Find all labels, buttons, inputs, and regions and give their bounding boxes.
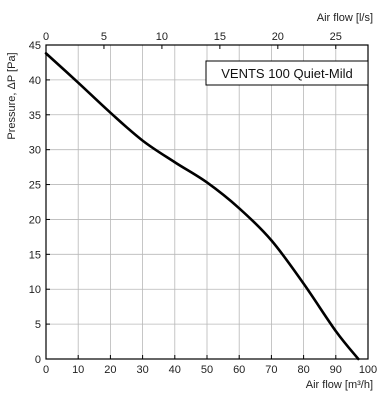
x-tick-label: 0 [43, 364, 49, 376]
y-tick-label: 20 [29, 214, 41, 226]
y-axis-label: Pressure, ΔP [Pa] [6, 52, 18, 139]
y-tick-label: 10 [29, 284, 41, 296]
y-tick-label: 25 [29, 180, 41, 192]
legend-box [205, 60, 369, 86]
y-tick-label: 0 [35, 354, 41, 366]
x-tick-label: 80 [297, 364, 309, 376]
grid [45, 44, 369, 360]
x-tick-label: 50 [201, 364, 213, 376]
x-tick-label: 100 [359, 364, 377, 376]
series-curve [44, 52, 360, 361]
x2-axis-label: Air flow [l/s] [317, 12, 373, 24]
x-tick-label: 60 [233, 364, 245, 376]
tick-labels: 0 10 20 30 40 50 60 70 80 90 100051015202530354045… [29, 31, 377, 376]
x2-tick-label: 0 [43, 31, 49, 43]
legend: VENTS 100 Quiet-Mild [205, 60, 369, 86]
x2-tick-label: 5 [101, 31, 107, 43]
y-tick-label: 35 [29, 110, 41, 122]
x-tick-label: 20 [104, 364, 116, 376]
x-tick-label: 70 [265, 364, 277, 376]
y-tick-label: 15 [29, 249, 41, 261]
x2-tick-label: 20 [272, 31, 284, 43]
x-tick-label: 40 [169, 364, 181, 376]
x-tick-label: 30 [136, 364, 148, 376]
series-line [44, 52, 360, 361]
x-tick-label: 10 [72, 364, 84, 376]
y-tick-label: 5 [35, 319, 41, 331]
y-tick-label: 40 [29, 75, 41, 87]
y-tick-label: 30 [29, 145, 41, 157]
legend-label: VENTS 100 Quiet-Mild [221, 66, 353, 81]
x2-tick-label: 10 [156, 31, 168, 43]
x-axis-label: Air flow [m³/h] [306, 379, 373, 391]
x2-tick-label: 25 [330, 31, 342, 43]
x-tick-label: 90 [330, 364, 342, 376]
x2-tick-label: 15 [214, 31, 226, 43]
y-tick-label: 45 [29, 40, 41, 52]
